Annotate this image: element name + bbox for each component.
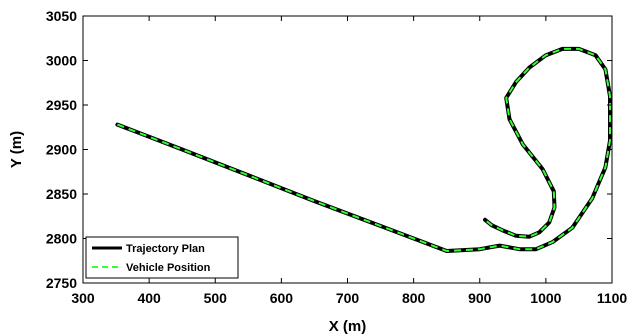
- legend-label-trajectory-plan: Trajectory Plan: [126, 243, 205, 255]
- legend-box: [85, 236, 239, 279]
- legend-label-vehicle-position: Vehicle Position: [126, 262, 211, 274]
- series-line-trajectory-plan: [115, 46, 612, 253]
- y-tick-label: 2900: [46, 142, 77, 158]
- x-tick-label: 400: [137, 290, 161, 306]
- series-layer: [115, 46, 612, 253]
- y-tick-label: 3050: [46, 8, 77, 24]
- y-tick-label: 2750: [46, 275, 77, 291]
- x-tick-label: 1100: [597, 290, 628, 306]
- x-tick-label: 500: [204, 290, 228, 306]
- y-tick-label: 2850: [46, 186, 77, 202]
- y-tick-label: 2800: [46, 231, 77, 247]
- x-tick-label: 800: [402, 290, 426, 306]
- x-tick-label: 900: [468, 290, 492, 306]
- x-tick-label: 600: [270, 290, 294, 306]
- y-tick-label: 2950: [46, 97, 77, 113]
- legend: Trajectory Plan Vehicle Position: [85, 236, 239, 279]
- y-axis-ticks: 2750 2800 2850 2900 2950 3000 3050: [46, 8, 612, 291]
- x-tick-label: 1000: [530, 290, 561, 306]
- x-tick-label: 300: [71, 290, 95, 306]
- series-line-vehicle-position: [117, 47, 611, 252]
- x-tick-label: 700: [336, 290, 360, 306]
- y-tick-label: 3000: [46, 53, 77, 69]
- x-axis-title: X (m): [329, 318, 367, 335]
- x-axis-ticks: 300 400 500 600 700 800 900 1000 1100: [71, 16, 627, 306]
- y-axis-title: Y (m): [8, 131, 25, 168]
